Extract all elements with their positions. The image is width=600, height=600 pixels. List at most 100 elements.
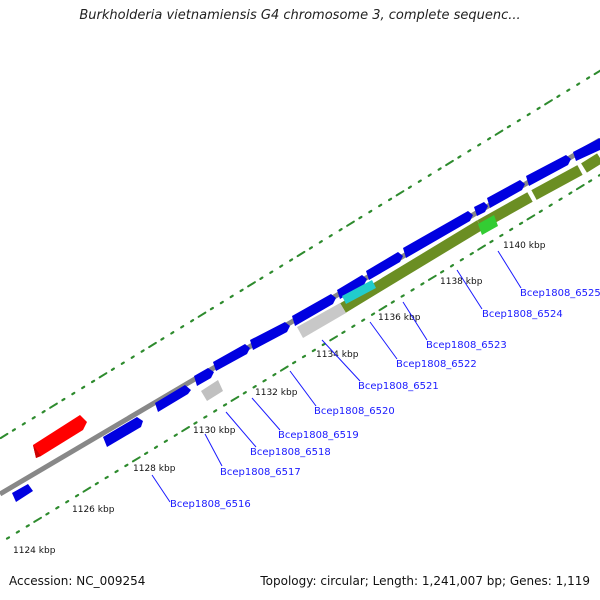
scale-tick <box>49 402 58 409</box>
gene-label-6523[interactable]: Bcep1808_6523 <box>426 340 507 351</box>
leader-line <box>497 250 522 289</box>
scale-tick <box>209 306 214 311</box>
gene-leader-lines <box>151 250 522 503</box>
scale-tick <box>173 433 178 437</box>
scale-tick <box>81 385 86 390</box>
gene-arrow[interactable] <box>103 417 143 447</box>
leader-line <box>456 269 483 310</box>
scale-tick <box>390 300 395 304</box>
scale-tick <box>148 341 157 349</box>
gene-arrow[interactable] <box>194 368 214 386</box>
scale-tick <box>585 76 591 80</box>
gene-label-6520[interactable]: Bcep1808_6520 <box>314 406 395 417</box>
scale-tick <box>576 82 581 86</box>
scale-tick <box>378 305 388 312</box>
scale-tick <box>160 337 165 341</box>
scale-tick <box>301 354 307 359</box>
gene-label-6519[interactable]: Bcep1808_6519 <box>278 430 359 441</box>
scale-tick <box>242 391 247 395</box>
scale-tick <box>526 214 536 221</box>
kbp-label: 1126 kbp <box>72 505 115 515</box>
scale-tick <box>400 294 405 298</box>
scale-tick <box>190 319 195 323</box>
gene-label-6525[interactable]: Bcep1808_6525 <box>520 288 600 299</box>
leader-line <box>151 474 171 503</box>
scale-tick <box>536 106 541 111</box>
gene-arrow[interactable] <box>213 344 250 371</box>
scale-tick <box>506 124 511 129</box>
scale-tick <box>229 294 234 299</box>
scale-tick <box>509 227 514 232</box>
scale-tick <box>341 330 346 334</box>
scale-tick <box>213 409 218 413</box>
kbp-label: 1138 kbp <box>440 277 483 287</box>
scale-tick <box>526 112 531 117</box>
gray-feature[interactable] <box>201 380 223 401</box>
gene-features-forward <box>12 138 600 502</box>
scale-tick <box>55 506 60 510</box>
scale-tick <box>296 250 306 258</box>
scale-tick <box>279 365 289 372</box>
scale-tick <box>329 335 338 342</box>
scale-tick <box>518 221 524 226</box>
gray-feature[interactable] <box>297 303 346 338</box>
gene-arrow[interactable] <box>474 202 488 216</box>
scale-tick <box>388 197 393 202</box>
scale-tick <box>457 155 462 159</box>
gene-arrow[interactable] <box>403 211 473 258</box>
scale-tick <box>203 415 208 419</box>
scale-tick <box>548 203 553 207</box>
scale-tick <box>222 403 228 407</box>
scale-tick <box>445 159 454 167</box>
gene-arrow[interactable] <box>526 155 571 186</box>
gene-label-6521[interactable]: Bcep1808_6521 <box>358 381 439 392</box>
scale-tick <box>593 69 600 76</box>
scale-tick <box>104 475 109 480</box>
scale-tick <box>459 258 464 262</box>
scale-tick <box>516 118 521 123</box>
gene-arrow[interactable] <box>12 484 33 502</box>
scale-tick <box>346 220 355 227</box>
gene-arrow[interactable] <box>250 322 290 350</box>
gene-label-6518[interactable]: Bcep1808_6518 <box>250 447 331 458</box>
gene-arrow[interactable] <box>366 252 403 280</box>
kbp-label: 1128 kbp <box>133 464 176 474</box>
gene-arrow[interactable] <box>292 294 336 326</box>
scale-tick <box>410 288 415 292</box>
scale-tick <box>90 379 96 384</box>
gene-arrow[interactable] <box>573 138 600 161</box>
scale-tick <box>568 191 573 195</box>
scale-tick <box>587 179 593 183</box>
scale-tick <box>494 129 504 136</box>
scale-tick <box>5 536 11 540</box>
kbp-scale-labels: 1124 kbp 1126 kbp 1128 kbp 1130 kbp 1132… <box>13 241 546 556</box>
scale-tick <box>262 379 267 383</box>
scale-tick <box>94 481 99 486</box>
olive-segment <box>531 165 583 200</box>
olive-segment <box>340 220 483 313</box>
scale-tick <box>170 331 175 335</box>
gene-label-6517[interactable]: Bcep1808_6517 <box>220 467 301 478</box>
green-highlight[interactable] <box>478 215 498 235</box>
gene-arrow[interactable] <box>487 180 525 208</box>
leader-line <box>204 433 223 467</box>
cyan-highlight[interactable] <box>342 280 376 304</box>
scale-tick <box>25 524 30 528</box>
scale-tick <box>61 397 66 402</box>
scale-tick <box>21 422 26 426</box>
scale-tick <box>180 325 185 329</box>
scale-tick <box>124 463 129 468</box>
gene-label-6522[interactable]: Bcep1808_6522 <box>396 359 477 370</box>
scale-tick <box>120 361 125 365</box>
gene-arrow[interactable] <box>337 275 367 299</box>
scale-tick <box>427 274 437 281</box>
rna-feature[interactable] <box>33 415 87 458</box>
scale-tick <box>544 99 553 106</box>
gene-label-6524[interactable]: Bcep1808_6524 <box>482 309 563 320</box>
gene-arrow[interactable] <box>155 385 191 412</box>
scale-tick <box>597 173 600 177</box>
scale-tick <box>259 276 264 280</box>
scale-tick <box>427 173 432 177</box>
gene-label-6516[interactable]: Bcep1808_6516 <box>170 499 251 510</box>
scale-tick <box>153 445 159 449</box>
